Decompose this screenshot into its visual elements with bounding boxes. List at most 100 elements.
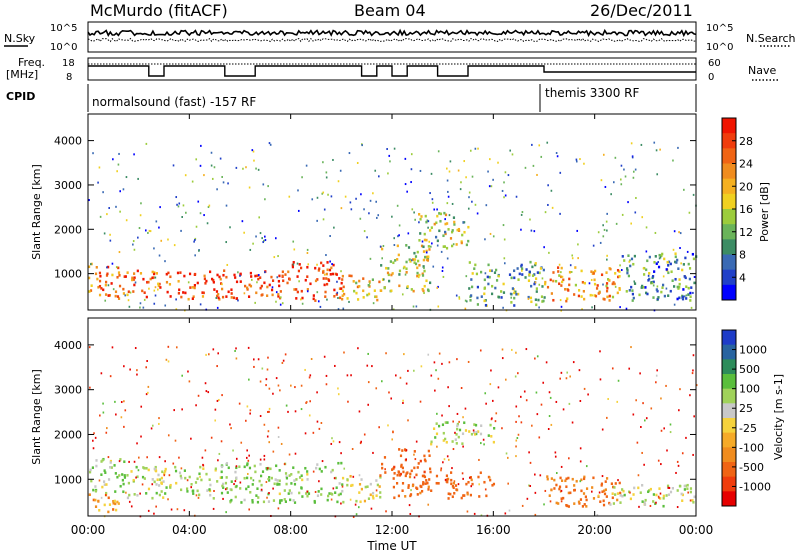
heatmap-cell [284, 273, 287, 276]
heatmap-cell [243, 231, 245, 234]
heatmap-cell [598, 491, 601, 494]
heatmap-cell [535, 287, 538, 290]
heatmap-cell [238, 402, 241, 405]
heatmap-cell [349, 474, 352, 478]
heatmap-cell [197, 200, 200, 203]
heatmap-cell [668, 486, 671, 489]
heatmap-cell [645, 226, 648, 229]
heatmap-cell [475, 433, 478, 436]
heatmap-cell [229, 501, 232, 504]
heatmap-cell [460, 240, 463, 243]
heatmap-cell [463, 494, 466, 497]
heatmap-cell [431, 242, 433, 245]
heatmap-cell [230, 480, 233, 483]
heatmap-cell [427, 353, 430, 356]
y-tick-label: 1000 [54, 473, 82, 486]
heatmap-cell [268, 476, 271, 479]
heatmap-cell [572, 361, 575, 364]
heatmap-cell [467, 360, 470, 363]
heatmap-cell [474, 203, 477, 206]
heatmap-cell [199, 212, 202, 215]
heatmap-cell [534, 513, 537, 516]
heatmap-cell [158, 226, 160, 229]
heatmap-cell [141, 475, 145, 479]
heatmap-cell [411, 258, 415, 261]
heatmap-cell [461, 442, 464, 445]
heatmap-cell [104, 293, 108, 296]
heatmap-cell [280, 442, 283, 445]
heatmap-cell [147, 468, 150, 472]
heatmap-cell [603, 489, 606, 493]
heatmap-cell [374, 295, 377, 299]
heatmap-cell [292, 260, 295, 264]
heatmap-cell [514, 290, 517, 294]
beam-title: Beam 04 [354, 1, 426, 20]
heatmap-cell [588, 282, 591, 285]
heatmap-cell [425, 255, 429, 259]
heatmap-cell [178, 288, 181, 292]
heatmap-cell [587, 393, 589, 396]
heatmap-cell [579, 498, 583, 501]
heatmap-cell [612, 281, 615, 284]
heatmap-cell [469, 149, 472, 152]
heatmap-cell [256, 487, 259, 490]
heatmap-cell [92, 439, 94, 442]
heatmap-cell [341, 297, 344, 301]
heatmap-cell [245, 419, 247, 422]
heatmap-cell [168, 282, 172, 286]
heatmap-cell [157, 473, 160, 477]
heatmap-cell [431, 201, 434, 204]
heatmap-cell [137, 469, 140, 472]
heatmap-cell [538, 271, 541, 275]
heatmap-cell [474, 147, 477, 150]
heatmap-cell [591, 294, 594, 297]
heatmap-cell [294, 452, 297, 455]
heatmap-cell [693, 276, 696, 279]
heatmap-cell [223, 269, 226, 272]
heatmap-cell [612, 485, 615, 489]
heatmap-cell [600, 482, 604, 486]
heatmap-cell [174, 465, 177, 469]
heatmap-cell [412, 305, 415, 308]
heatmap-cell [139, 272, 143, 275]
heatmap-cell [583, 475, 586, 479]
heatmap-cell [690, 286, 693, 289]
heatmap-cell [560, 489, 563, 492]
heatmap-cell [630, 346, 632, 349]
heatmap-cell [210, 277, 214, 281]
heatmap-cell [129, 291, 132, 294]
heatmap-cell [239, 272, 242, 276]
heatmap-cell [310, 358, 313, 361]
heatmap-cell [221, 295, 225, 299]
heatmap-cell [677, 267, 680, 270]
heatmap-cell [331, 263, 333, 266]
heatmap-cell [402, 267, 405, 270]
heatmap-cell [560, 305, 563, 308]
heatmap-cell [434, 235, 438, 239]
heatmap-cell [530, 229, 533, 232]
heatmap-cell [330, 442, 333, 445]
heatmap-cell [116, 500, 119, 504]
heatmap-cell [521, 504, 524, 507]
heatmap-cell [172, 462, 175, 465]
heatmap-cell [288, 278, 291, 281]
heatmap-cell [126, 496, 130, 500]
heatmap-cell [260, 284, 263, 288]
heatmap-cell [632, 493, 635, 496]
heatmap-cell [437, 285, 439, 288]
heatmap-cell [485, 494, 488, 498]
heatmap-cell [132, 290, 135, 293]
heatmap-cell [574, 283, 578, 287]
heatmap-cell [90, 284, 93, 287]
heatmap-cell [452, 448, 455, 451]
heatmap-cell [689, 295, 692, 299]
heatmap-cell [565, 377, 568, 380]
heatmap-cell [515, 455, 517, 458]
heatmap-cell [583, 503, 586, 506]
heatmap-cell [437, 305, 440, 308]
heatmap-cell [188, 380, 191, 383]
heatmap-cell [624, 175, 627, 178]
heatmap-cell [407, 419, 409, 422]
heatmap-cell [107, 284, 110, 287]
heatmap-cell [476, 296, 479, 300]
